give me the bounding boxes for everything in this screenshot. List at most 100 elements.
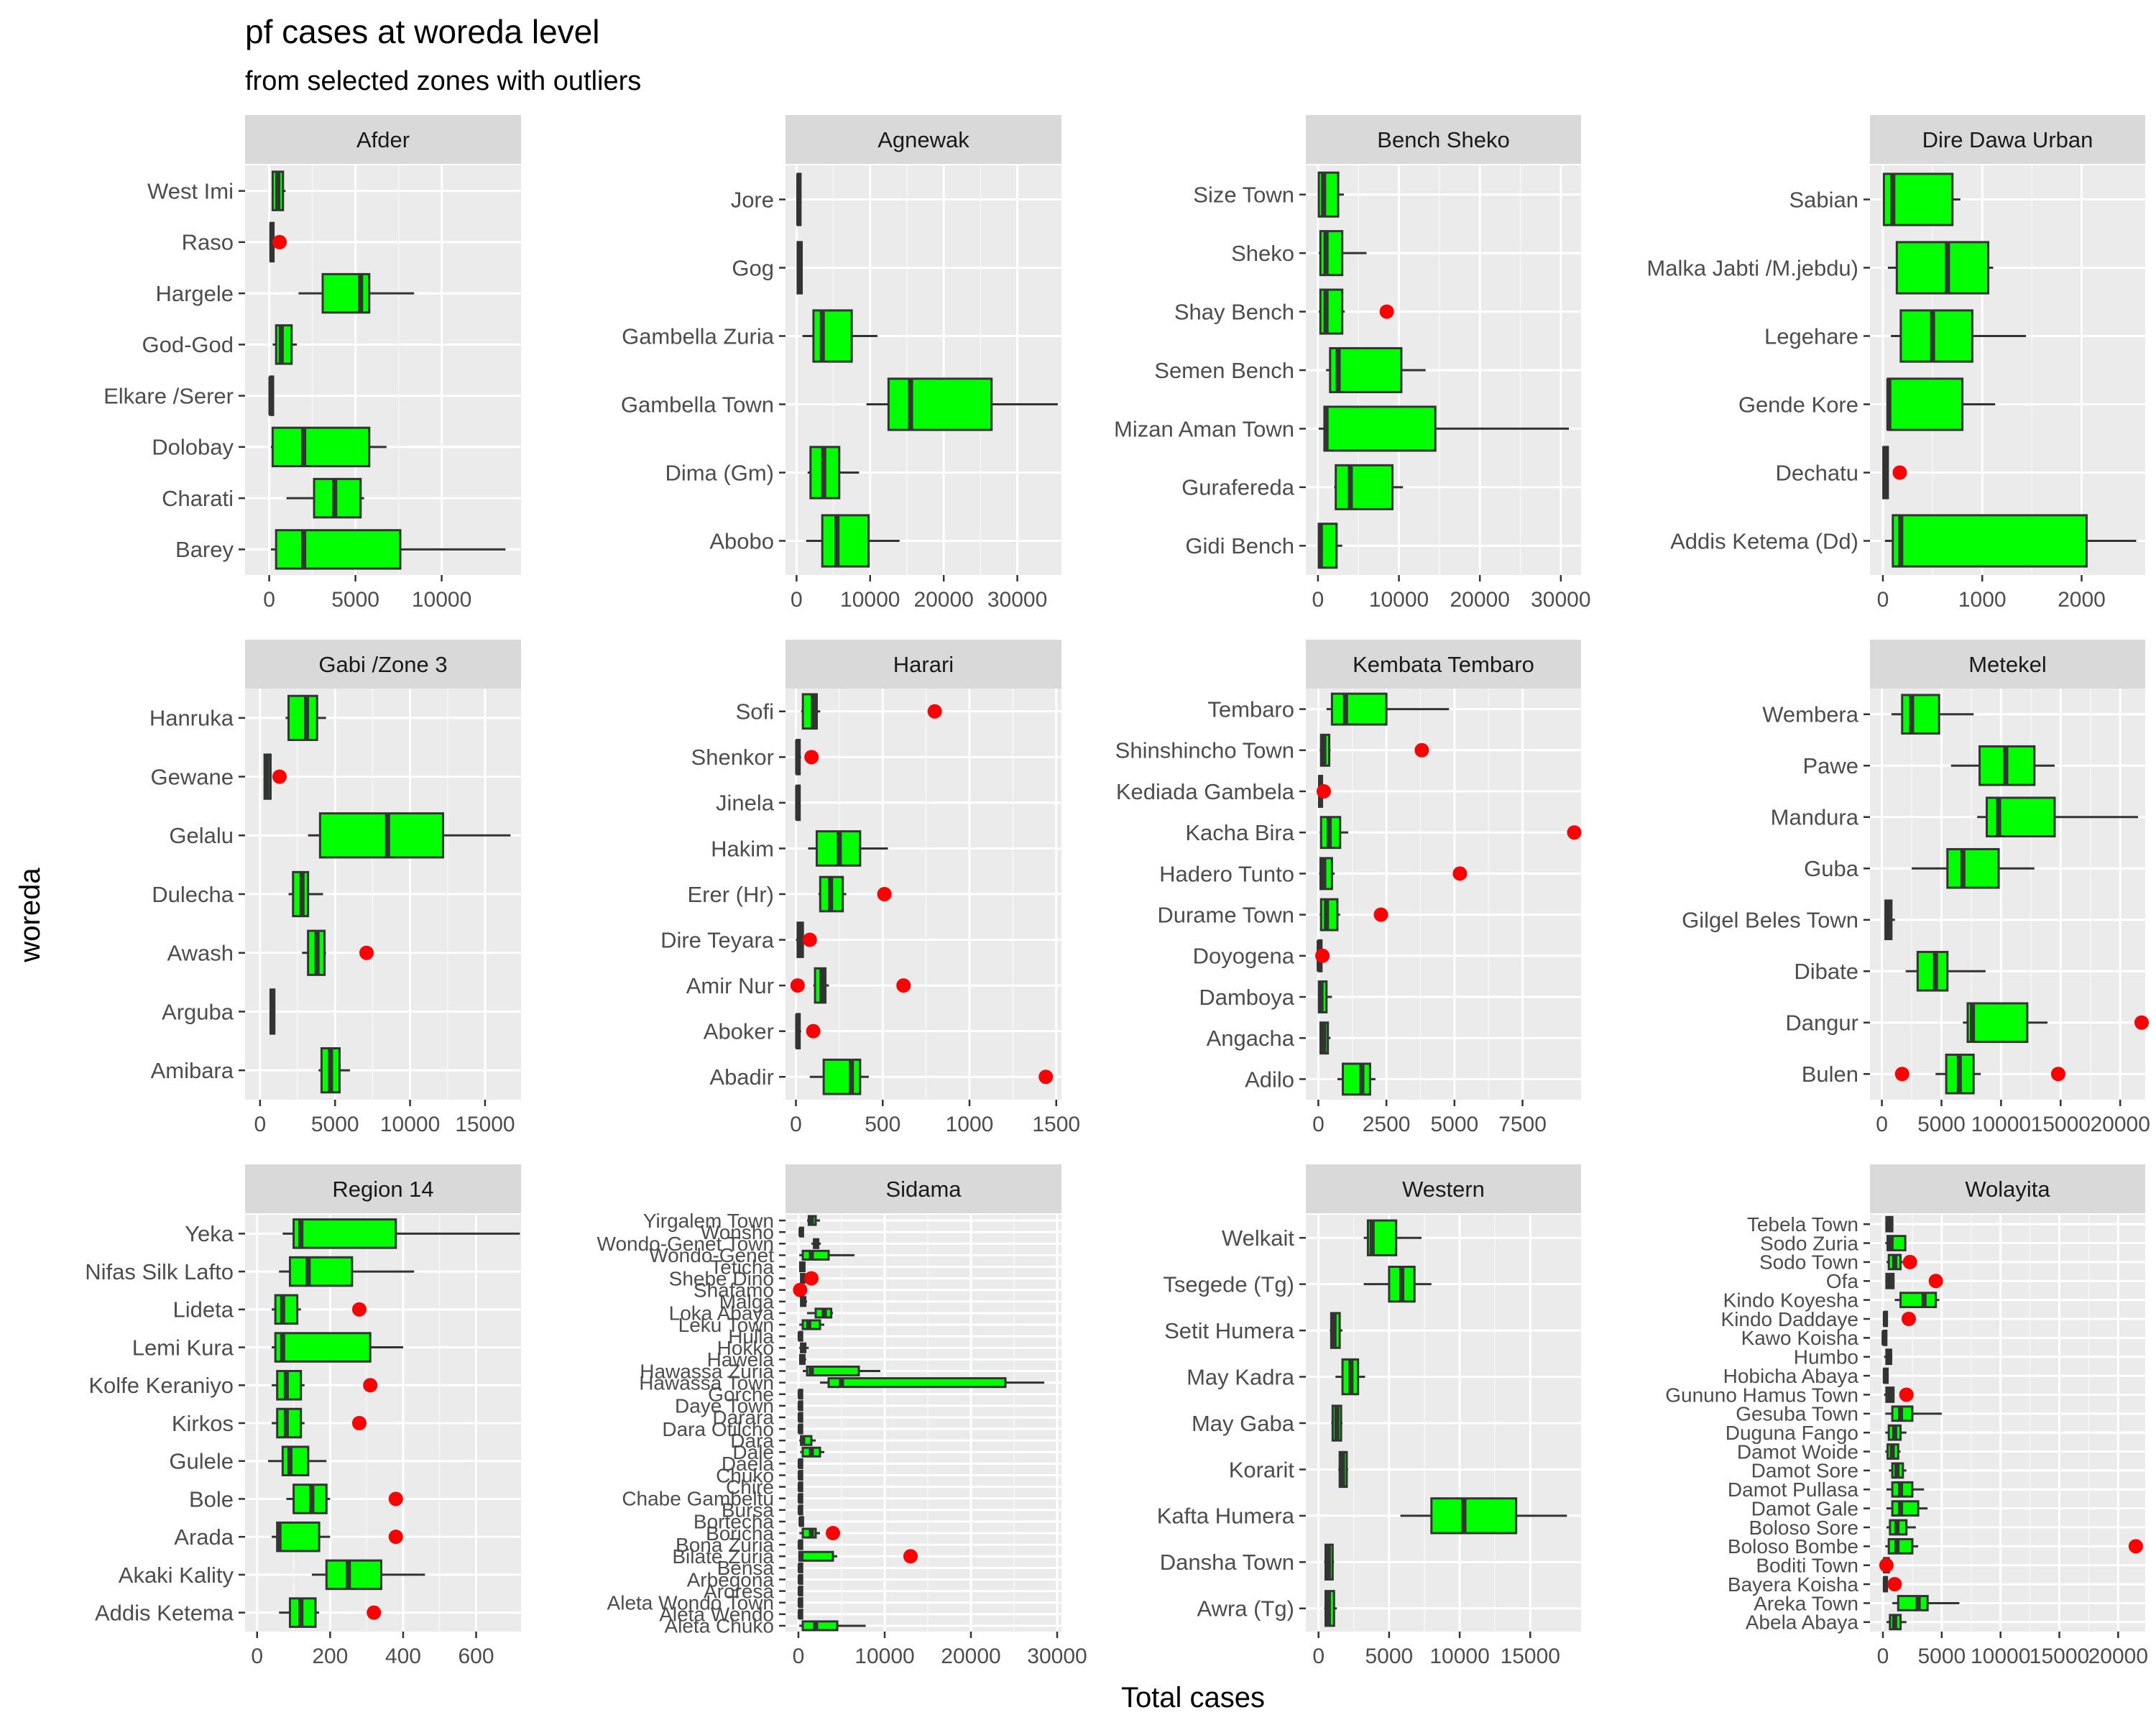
x-tick-label: 5000 [1365, 1644, 1414, 1668]
y-tick-label: West Imi [147, 178, 234, 203]
outlier-point [903, 1549, 918, 1564]
y-tick-label: Nifas Silk Lafto [85, 1259, 234, 1284]
facet-bench-sheko: Bench Sheko 0 10000 20000 30000 Size Town Shek… [1114, 115, 1591, 612]
outlier-point [1902, 1312, 1917, 1326]
outlier-point [793, 1282, 808, 1297]
y-tick-label: Boricha [706, 1522, 774, 1545]
facet-strip [786, 115, 1061, 164]
x-tick-label: 30000 [1027, 1644, 1087, 1668]
box [292, 1218, 397, 1249]
panel-background [786, 165, 1061, 575]
box [318, 812, 444, 859]
x-tick-label: 1500 [1032, 1113, 1080, 1136]
outlier-point [351, 1416, 367, 1430]
y-tick-label: Abadir [709, 1064, 774, 1090]
facet-strip-label: Metekel [1968, 652, 2047, 677]
y-tick-label: Aleta Wondo Town [607, 1592, 774, 1614]
y-tick-label: Gurafereda [1181, 475, 1295, 500]
y-tick-label: Chabe Gambeltu [622, 1488, 774, 1510]
y-tick-label: Dibate [1794, 959, 1858, 984]
box [887, 377, 993, 431]
box [1897, 1595, 1929, 1611]
y-tick-label: Daye Town [675, 1395, 774, 1417]
chart-subtitle: from selected zones with outliers [245, 66, 641, 96]
x-tick-label: 20000 [2088, 1644, 2148, 1668]
facet-gabi-zone-3: Gabi /Zone 3 0 5000 10000 15000 Hanruka Gewane… [149, 640, 521, 1136]
x-tick-label: 1000 [1958, 588, 2007, 612]
box [276, 1407, 303, 1439]
x-tick-label: 0 [1312, 1644, 1325, 1668]
box [1891, 1500, 1920, 1517]
outlier-point [877, 887, 892, 901]
box [812, 309, 853, 363]
y-tick-label: Dansha Town [1160, 1550, 1294, 1575]
facet-strip-label: Kembata Tembaro [1353, 652, 1534, 677]
facet-strip-label: Afder [356, 127, 410, 152]
box [274, 1294, 299, 1325]
y-tick-label: Shenkor [691, 745, 774, 770]
box [274, 1332, 372, 1363]
y-tick-label: Pawe [1802, 753, 1858, 778]
box [801, 1620, 839, 1632]
box [271, 426, 371, 468]
outlier-point [272, 769, 287, 784]
y-tick-label: Sabian [1789, 187, 1858, 212]
y-tick-label: Kolfe Keraniyo [88, 1373, 234, 1398]
y-tick-label: Hawela [707, 1348, 775, 1371]
y-tick-label: Akaki Kality [119, 1563, 234, 1588]
box [822, 1058, 862, 1095]
x-tick-label: 0 [1876, 1113, 1888, 1136]
x-tick-label: 15000 [455, 1113, 515, 1136]
y-tick-label: Bayera Koisha [1728, 1573, 1859, 1596]
y-tick-label: Teticha [710, 1256, 774, 1278]
y-tick-label: Darara [712, 1407, 774, 1429]
outlier-point [1414, 742, 1429, 758]
outlier-point [1567, 825, 1582, 840]
y-tick-label: God-God [142, 332, 234, 357]
y-tick-label: Legehare [1764, 323, 1858, 349]
y-tick-label: Damot Woide [1737, 1440, 1858, 1463]
x-tick-label: 10000 [854, 1644, 914, 1668]
y-tick-label: Dale [732, 1441, 774, 1463]
x-tick-label: 7500 [1498, 1113, 1547, 1136]
x-tick-label: 1000 [946, 1113, 994, 1136]
outlier-point [1899, 1387, 1914, 1402]
box [1899, 1292, 1938, 1309]
facet-strip [245, 640, 521, 689]
box [827, 1377, 1007, 1389]
y-tick-label: Addis Ketema (Dd) [1670, 528, 1858, 553]
y-tick-label: Setit Humera [1164, 1318, 1295, 1343]
outlier-point [1452, 866, 1468, 881]
facet-strip-label: Western [1402, 1177, 1485, 1202]
y-tick-label: Size Town [1193, 183, 1294, 208]
y-tick-label: Damboya [1199, 985, 1294, 1010]
y-tick-label: Amibara [151, 1058, 234, 1083]
y-tick-label: Hawassa Zuria [640, 1360, 774, 1382]
y-tick-label: Awra (Tg) [1197, 1596, 1294, 1622]
x-tick-label: 10000 [1971, 1644, 2030, 1668]
outlier-point [804, 750, 819, 765]
y-tick-label: Adilo [1245, 1067, 1294, 1092]
outlier-point [896, 978, 911, 993]
y-tick-label: May Gaba [1192, 1411, 1295, 1436]
panel-background [1306, 689, 1581, 1100]
y-tick-label: Wondo-Genet [649, 1244, 774, 1266]
y-tick-label: Dire Teyara [660, 927, 775, 952]
facet-strip-label: Bench Sheko [1377, 127, 1509, 152]
y-tick-label: Durame Town [1157, 902, 1294, 927]
y-tick-label: Jore [731, 187, 774, 212]
y-tick-label: Doyogena [1193, 944, 1295, 969]
box [325, 1559, 382, 1591]
box [1342, 1062, 1371, 1096]
y-tick-label: Dara Otilcho [662, 1418, 774, 1440]
panel-background [1870, 165, 2145, 575]
x-tick-label: 10000 [840, 588, 900, 612]
y-tick-label: Gorche [708, 1384, 774, 1406]
y-tick-label: Yeka [185, 1221, 234, 1246]
y-tick-label: Dara [730, 1430, 774, 1452]
y-tick-label: Hokko [717, 1337, 774, 1359]
box [275, 324, 293, 365]
outlier-point [1879, 1558, 1894, 1573]
outlier-point [2128, 1539, 2143, 1554]
